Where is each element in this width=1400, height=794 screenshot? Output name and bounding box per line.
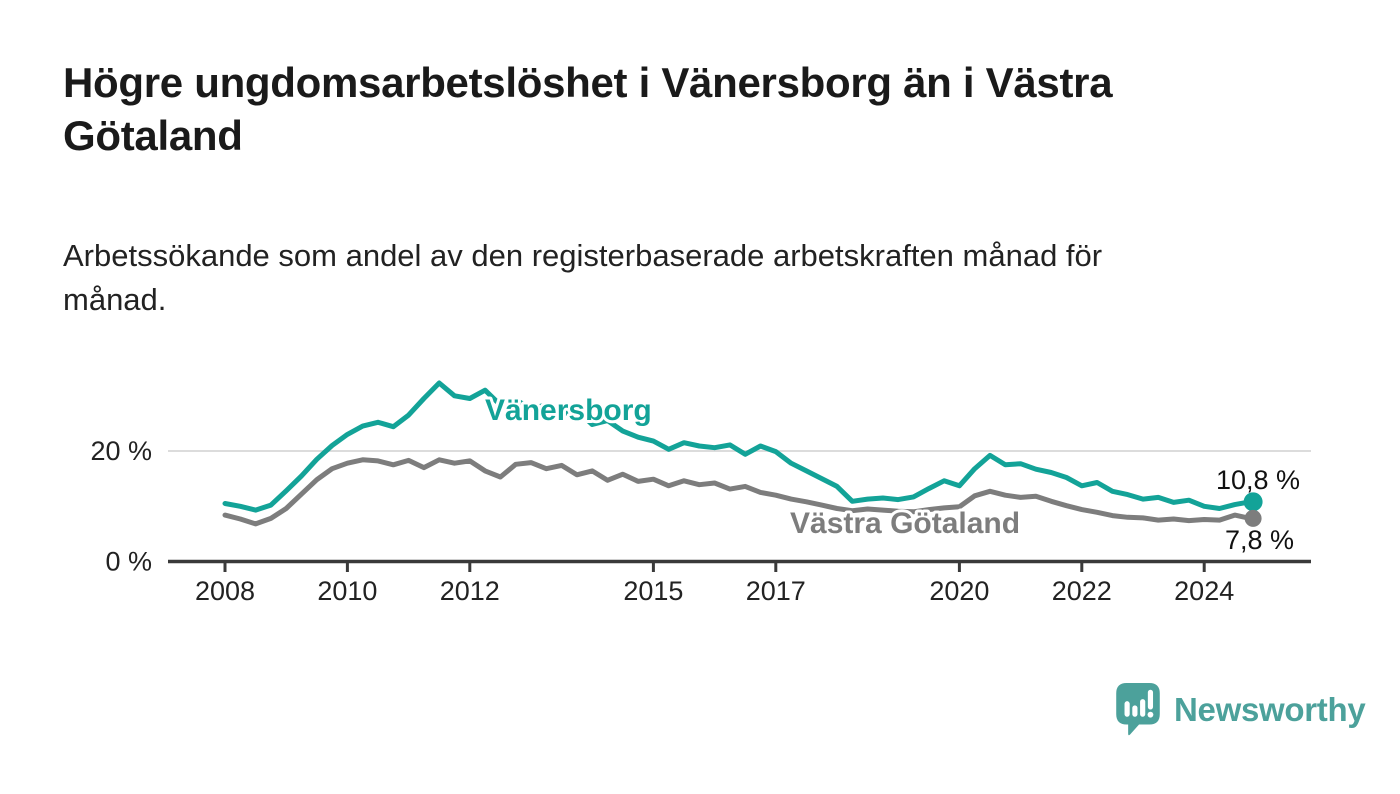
x-tick-label-2010: 2010 bbox=[317, 576, 377, 606]
bar-chart-glyph bbox=[1124, 689, 1154, 717]
speech-bubble-bar-chart-icon bbox=[1116, 683, 1160, 736]
x-tick-label-2008: 2008 bbox=[195, 576, 255, 606]
end-dot-v-stra-g-taland bbox=[1244, 509, 1262, 527]
x-tick-label-2015: 2015 bbox=[623, 576, 683, 606]
newsworthy-wordmark: Newsworthy bbox=[1174, 691, 1366, 728]
page-subtitle: Arbetssökande som andel av den registerb… bbox=[63, 234, 1313, 322]
series-label-v-nersborg: Vänersborg bbox=[485, 394, 652, 427]
bubble-shape bbox=[1116, 683, 1160, 736]
page-title: Högre ungdomsarbetslöshet i Vänersborg ä… bbox=[63, 56, 1313, 162]
x-tick-label-2020: 2020 bbox=[929, 576, 989, 606]
end-value-label-v-stra-g-taland: 7,8 % bbox=[1225, 525, 1294, 555]
page-subtitle-line-2: månad. bbox=[63, 282, 167, 317]
end-value-label-v-nersborg: 10,8 % bbox=[1216, 465, 1300, 495]
page-subtitle-line-1: Arbetssökande som andel av den registerb… bbox=[63, 238, 1103, 273]
end-dot-v-nersborg bbox=[1243, 492, 1263, 512]
exclamation-dot bbox=[1147, 711, 1154, 718]
series-line-v-nersborg bbox=[222, 380, 1253, 513]
page-title-line-2: Götaland bbox=[63, 112, 243, 159]
series-label-v-stra-g-taland: Västra Götaland bbox=[790, 507, 1020, 540]
x-tick-label-2017: 2017 bbox=[746, 576, 806, 606]
x-tick-label-2022: 2022 bbox=[1052, 576, 1112, 606]
page-title-line-1: Högre ungdomsarbetslöshet i Vänersborg ä… bbox=[63, 59, 1113, 106]
x-tick-label-2012: 2012 bbox=[440, 576, 500, 606]
y-tick-label-20: 20 % bbox=[90, 436, 152, 466]
x-tick-label-2024: 2024 bbox=[1174, 576, 1234, 606]
series-line-v-stra-g-taland bbox=[222, 457, 1253, 527]
newsworthy-logo: Newsworthy bbox=[1114, 682, 1366, 738]
y-tick-label-0: 0 % bbox=[105, 547, 152, 577]
